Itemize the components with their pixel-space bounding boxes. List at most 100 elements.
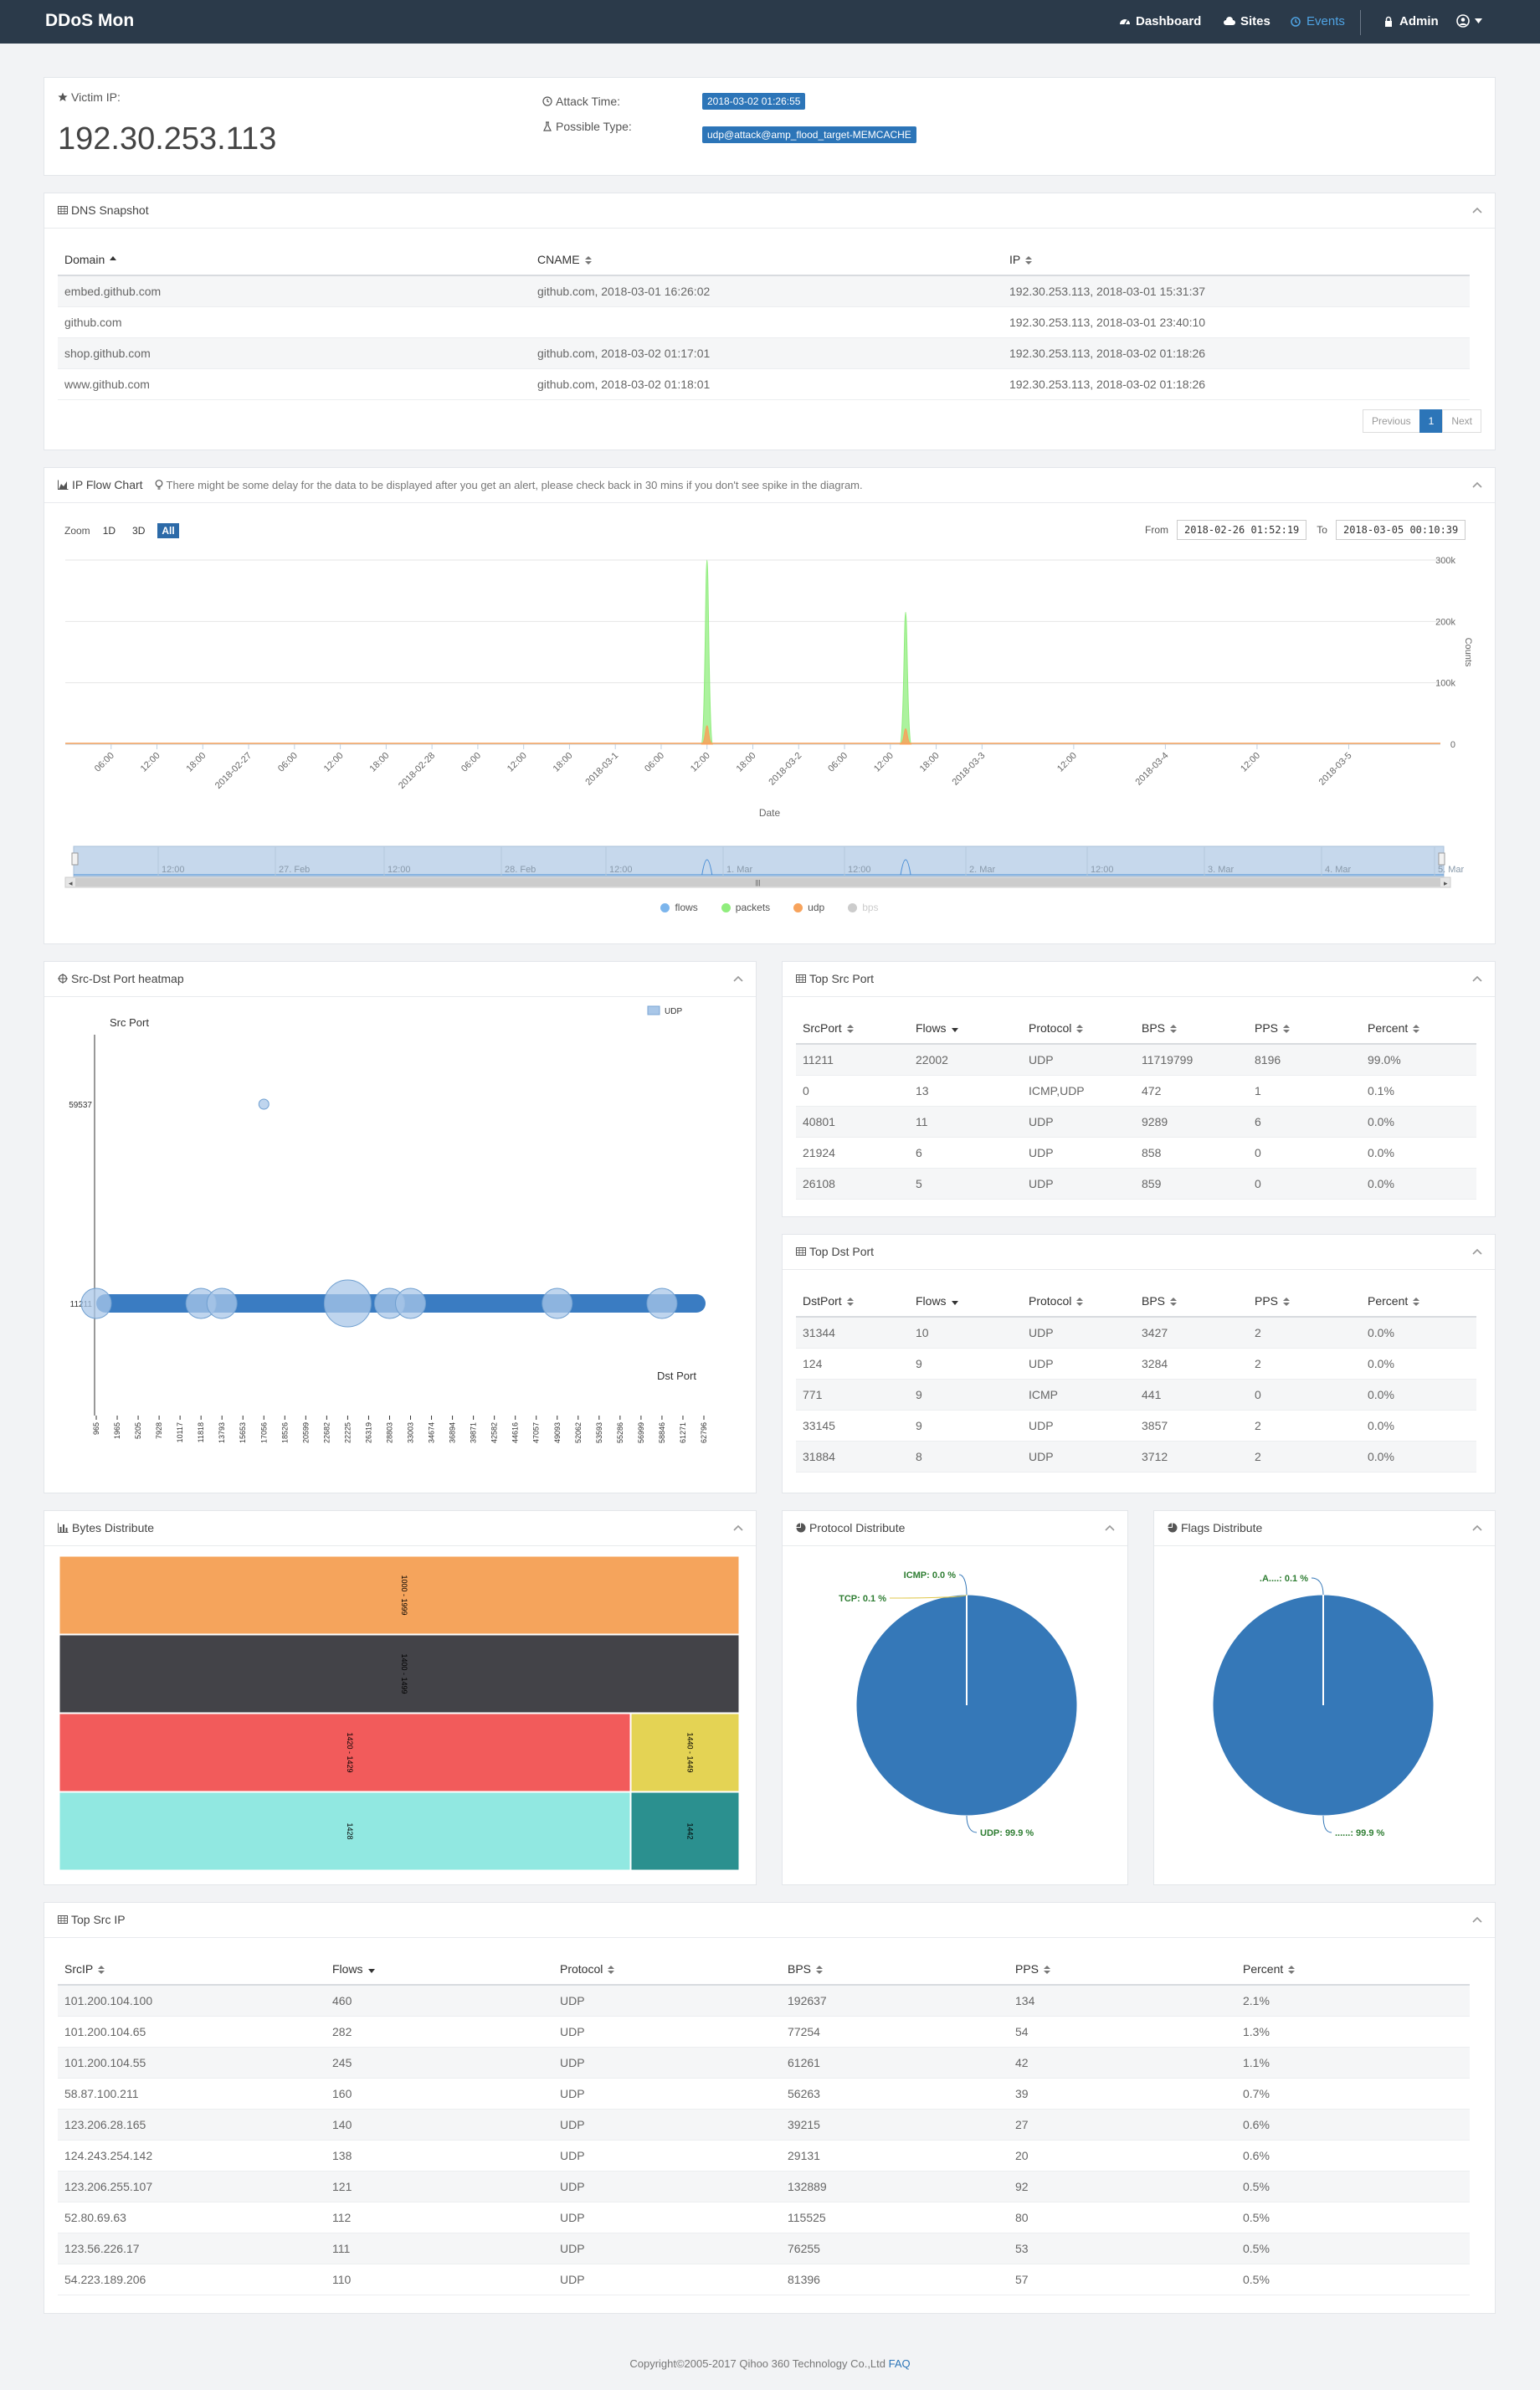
x-tick-label: 18:00	[184, 751, 208, 774]
legend-bps[interactable]: bps	[848, 902, 879, 913]
chevron-up-icon[interactable]	[732, 1523, 744, 1534]
dns-snapshot-panel: DNS Snapshot Domain CNAME IP embed.githu…	[44, 193, 1496, 450]
scatter-point[interactable]	[258, 1098, 270, 1110]
scatter-point[interactable]	[80, 1288, 112, 1319]
scatter-point[interactable]	[395, 1288, 427, 1319]
legend-udp[interactable]: udp	[793, 902, 824, 913]
nav-sites[interactable]: Sites	[1224, 14, 1270, 28]
x-tick-label: 12:00	[689, 751, 712, 774]
series-spike-packets	[701, 559, 714, 745]
page-1-button[interactable]: 1	[1419, 409, 1444, 433]
navigator-mask[interactable]	[73, 845, 1445, 877]
x-tick-label: 5205	[134, 1422, 142, 1439]
dns-col-domain[interactable]: Domain	[58, 244, 531, 276]
from-date-input[interactable]: 2018-02-26 01:52:19	[1177, 520, 1307, 540]
navigator-handle-left[interactable]	[71, 852, 79, 866]
table-row: 123.56.226.17 111 UDP 76255 53 0.5%	[58, 2233, 1470, 2264]
legend-swatch[interactable]	[647, 1005, 660, 1015]
nav-dashboard[interactable]: Dashboard	[1119, 14, 1201, 28]
column-header[interactable]: Flows	[326, 1953, 553, 1986]
table-row: 101.200.104.100 460 UDP 192637 134 2.1%	[58, 1985, 1470, 2016]
column-header[interactable]: PPS	[1248, 1012, 1361, 1045]
brand-logo[interactable]: DDoS Mon	[45, 11, 135, 30]
nav-events[interactable]: Events	[1290, 14, 1345, 28]
column-header[interactable]: Flows	[909, 1012, 1022, 1045]
chevron-up-icon[interactable]	[1471, 1915, 1483, 1926]
zoom-3d-button[interactable]: 3D	[132, 525, 146, 537]
chevron-up-icon[interactable]	[1104, 1523, 1116, 1534]
column-header[interactable]: Percent	[1236, 1953, 1470, 1986]
column-header[interactable]: BPS	[1135, 1285, 1248, 1318]
prev-page-button[interactable]: Previous	[1362, 409, 1420, 433]
table-cell: ICMP,UDP	[1029, 1083, 1085, 1097]
x-tick-label: 53593	[595, 1422, 603, 1443]
dns-col-cname[interactable]: CNAME	[531, 244, 1003, 276]
table-cell: 39215	[781, 2109, 1009, 2140]
table-cell: 460	[326, 1985, 553, 2016]
pie-data-label: ......: 99.9 %	[1335, 1828, 1385, 1838]
column-header[interactable]: PPS	[1009, 1953, 1236, 1986]
top-src-ip-panel: Top Src IP SrcIP Flows Protocol BPS PPS Perce…	[44, 1902, 1496, 2314]
zoom-1d-button[interactable]: 1D	[102, 525, 116, 537]
column-header[interactable]: Percent	[1361, 1012, 1476, 1045]
next-page-button[interactable]: Next	[1442, 409, 1481, 433]
scroll-right-arrow-icon[interactable]: ▸	[1444, 879, 1448, 887]
chevron-up-icon[interactable]	[732, 974, 744, 985]
faq-link[interactable]: FAQ	[888, 2357, 911, 2370]
treemap-cell[interactable]	[59, 1791, 631, 1871]
x-tick-label: 2018-03-3	[951, 751, 988, 788]
navigator-label: 2. Mar	[969, 865, 996, 875]
table-cell: 20	[1015, 2148, 1029, 2162]
star-icon	[58, 92, 68, 101]
chevron-up-icon[interactable]	[1471, 205, 1483, 217]
nav-admin[interactable]: Admin	[1383, 14, 1439, 28]
navigator-label: 28. Feb	[505, 865, 536, 875]
column-header[interactable]: Protocol	[1022, 1285, 1135, 1318]
column-header[interactable]: PPS	[1248, 1285, 1361, 1318]
navigator-handle-right[interactable]	[1438, 852, 1445, 866]
bar-chart-icon	[58, 1523, 69, 1533]
column-header[interactable]: Protocol	[1022, 1012, 1135, 1045]
user-menu[interactable]	[1456, 14, 1482, 28]
scroll-left-arrow-icon[interactable]: ◂	[69, 879, 73, 887]
column-header[interactable]: Protocol	[553, 1953, 781, 1986]
column-header[interactable]: BPS	[781, 1953, 1009, 1986]
sort-desc-icon	[951, 1027, 958, 1032]
column-header[interactable]: BPS	[1135, 1012, 1248, 1045]
column-header[interactable]: SrcIP	[58, 1953, 326, 1986]
treemap-cell[interactable]	[59, 1713, 631, 1792]
scatter-point[interactable]	[542, 1288, 573, 1319]
scrollbar-grip-icon[interactable]: |||	[755, 879, 760, 887]
chevron-up-icon[interactable]	[1471, 1246, 1483, 1258]
chevron-up-icon[interactable]	[1471, 974, 1483, 985]
legend-flows[interactable]: flows	[660, 902, 698, 913]
table-row: 33145 9 UDP 3857 2 0.0%	[796, 1410, 1476, 1441]
scatter-point[interactable]	[206, 1288, 238, 1319]
column-header[interactable]: Flows	[909, 1285, 1022, 1318]
column-header[interactable]: SrcPort	[796, 1012, 909, 1045]
table-cell: 9	[909, 1379, 1022, 1410]
table-cell: UDP	[560, 2148, 585, 2162]
table-cell: UDP	[560, 2086, 585, 2100]
dns-col-ip[interactable]: IP	[1003, 244, 1470, 276]
scatter-point[interactable]	[323, 1279, 372, 1328]
scatter-point[interactable]	[646, 1288, 678, 1319]
legend-packets[interactable]: packets	[721, 902, 770, 913]
table-cell: 26108	[796, 1168, 909, 1199]
treemap-cell[interactable]	[630, 1791, 740, 1871]
treemap-cell[interactable]	[630, 1713, 740, 1792]
chevron-up-icon[interactable]	[1471, 480, 1483, 491]
column-header[interactable]: DstPort	[796, 1285, 909, 1318]
scrollbar-thumb[interactable]	[75, 878, 1440, 887]
treemap-cell[interactable]	[59, 1555, 740, 1635]
table-cell: 57	[1015, 2272, 1029, 2286]
table-cell: 0.0%	[1361, 1106, 1476, 1137]
chevron-up-icon[interactable]	[1471, 1523, 1483, 1534]
treemap-cell[interactable]	[59, 1634, 740, 1714]
to-date-input[interactable]: 2018-03-05 00:10:39	[1335, 520, 1466, 540]
column-header[interactable]: Percent	[1361, 1285, 1476, 1318]
zoom-all-button[interactable]: All	[157, 523, 179, 538]
flags-title: Flags Distribute	[1168, 1521, 1262, 1534]
table-cell: 9289	[1135, 1106, 1248, 1137]
top-src-port-title: Top Src Port	[796, 972, 874, 985]
